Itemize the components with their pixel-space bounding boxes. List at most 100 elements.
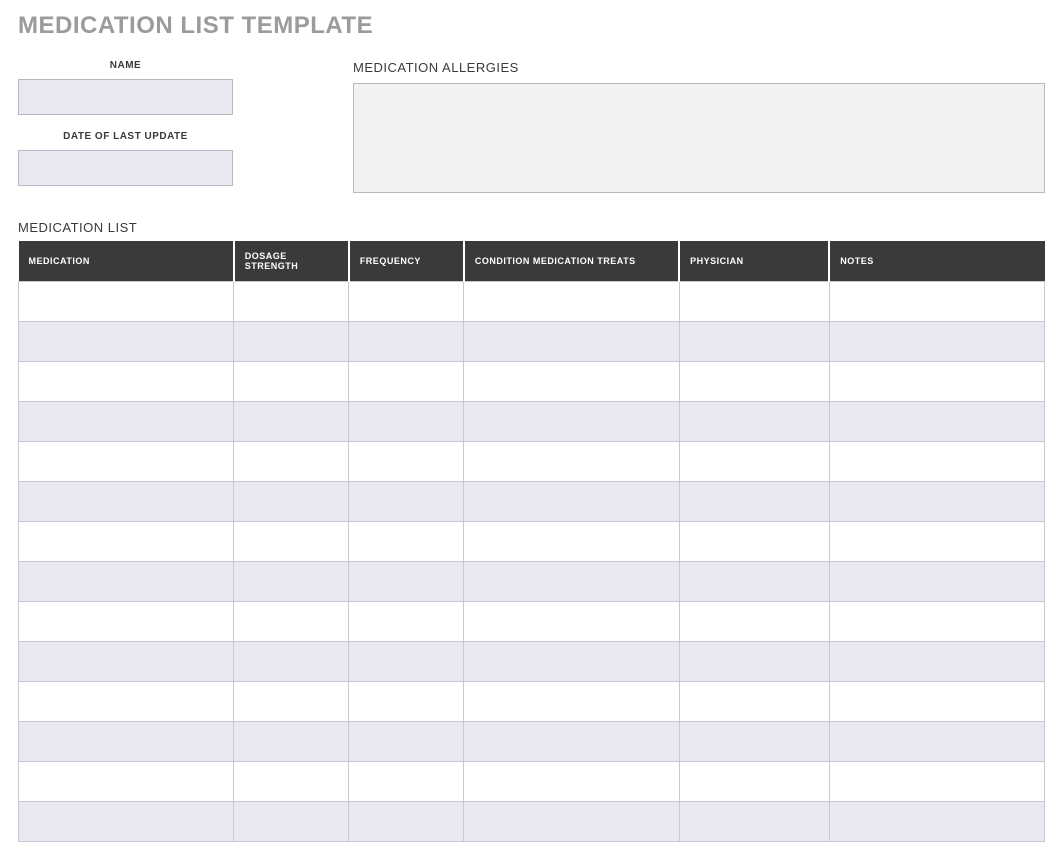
table-cell[interactable] [829,522,1044,562]
table-row [19,562,1045,602]
table-cell[interactable] [829,562,1044,602]
table-cell[interactable] [234,602,349,642]
table-cell[interactable] [234,322,349,362]
table-cell[interactable] [19,362,234,402]
table-cell[interactable] [464,682,679,722]
table-cell[interactable] [19,762,234,802]
table-cell[interactable] [679,322,829,362]
table-cell[interactable] [464,602,679,642]
table-cell[interactable] [679,442,829,482]
table-cell[interactable] [679,722,829,762]
table-cell[interactable] [349,682,464,722]
table-cell[interactable] [679,362,829,402]
table-cell[interactable] [234,482,349,522]
table-cell[interactable] [234,802,349,842]
table-cell[interactable] [829,802,1044,842]
table-cell[interactable] [19,562,234,602]
table-cell[interactable] [829,442,1044,482]
table-cell[interactable] [234,762,349,802]
table-row [19,402,1045,442]
table-cell[interactable] [19,522,234,562]
table-cell[interactable] [349,282,464,322]
table-cell[interactable] [349,522,464,562]
table-cell[interactable] [464,322,679,362]
table-cell[interactable] [349,562,464,602]
table-cell[interactable] [829,682,1044,722]
table-cell[interactable] [829,282,1044,322]
table-cell[interactable] [679,282,829,322]
table-cell[interactable] [349,322,464,362]
table-cell[interactable] [349,442,464,482]
table-cell[interactable] [679,602,829,642]
table-cell[interactable] [234,682,349,722]
table-cell[interactable] [679,562,829,602]
table-cell[interactable] [349,482,464,522]
table-row [19,482,1045,522]
table-cell[interactable] [234,442,349,482]
table-cell[interactable] [464,362,679,402]
table-cell[interactable] [464,642,679,682]
table-cell[interactable] [234,562,349,602]
table-cell[interactable] [234,362,349,402]
table-cell[interactable] [234,402,349,442]
table-row [19,282,1045,322]
table-cell[interactable] [679,402,829,442]
allergies-input[interactable] [353,83,1045,193]
table-cell[interactable] [234,522,349,562]
table-cell[interactable] [19,322,234,362]
table-cell[interactable] [829,722,1044,762]
table-header-row: MEDICATIONDOSAGE STRENGTHFREQUENCYCONDIT… [19,241,1045,282]
table-cell[interactable] [464,442,679,482]
table-cell[interactable] [829,642,1044,682]
table-cell[interactable] [464,482,679,522]
page-title: MEDICATION LIST TEMPLATE [18,12,1045,40]
name-input[interactable] [18,79,233,115]
table-cell[interactable] [19,282,234,322]
table-cell[interactable] [349,602,464,642]
table-row [19,722,1045,762]
table-cell[interactable] [349,762,464,802]
table-cell[interactable] [19,602,234,642]
table-cell[interactable] [829,762,1044,802]
table-cell[interactable] [234,282,349,322]
table-cell[interactable] [234,722,349,762]
table-cell[interactable] [679,642,829,682]
table-cell[interactable] [19,722,234,762]
table-cell[interactable] [19,442,234,482]
table-cell[interactable] [829,482,1044,522]
table-cell[interactable] [464,762,679,802]
table-cell[interactable] [679,762,829,802]
table-cell[interactable] [679,482,829,522]
table-cell[interactable] [464,562,679,602]
table-cell[interactable] [679,522,829,562]
table-cell[interactable] [19,482,234,522]
table-cell[interactable] [19,402,234,442]
table-cell[interactable] [19,802,234,842]
table-row [19,642,1045,682]
table-row [19,522,1045,562]
table-cell[interactable] [464,282,679,322]
table-cell[interactable] [19,682,234,722]
table-cell[interactable] [349,802,464,842]
medication-table: MEDICATIONDOSAGE STRENGTHFREQUENCYCONDIT… [18,241,1045,842]
table-cell[interactable] [679,682,829,722]
table-cell[interactable] [829,362,1044,402]
table-cell[interactable] [19,642,234,682]
table-header-cell: NOTES [829,241,1044,282]
table-cell[interactable] [349,642,464,682]
table-cell[interactable] [464,802,679,842]
table-cell[interactable] [829,402,1044,442]
table-cell[interactable] [349,722,464,762]
table-cell[interactable] [464,722,679,762]
table-cell[interactable] [829,602,1044,642]
table-cell[interactable] [464,522,679,562]
table-cell[interactable] [829,322,1044,362]
date-label: DATE OF LAST UPDATE [18,131,233,142]
table-cell[interactable] [234,642,349,682]
table-header-cell: FREQUENCY [349,241,464,282]
date-input[interactable] [18,150,233,186]
table-cell[interactable] [679,802,829,842]
table-cell[interactable] [349,402,464,442]
table-cell[interactable] [464,402,679,442]
table-cell[interactable] [349,362,464,402]
